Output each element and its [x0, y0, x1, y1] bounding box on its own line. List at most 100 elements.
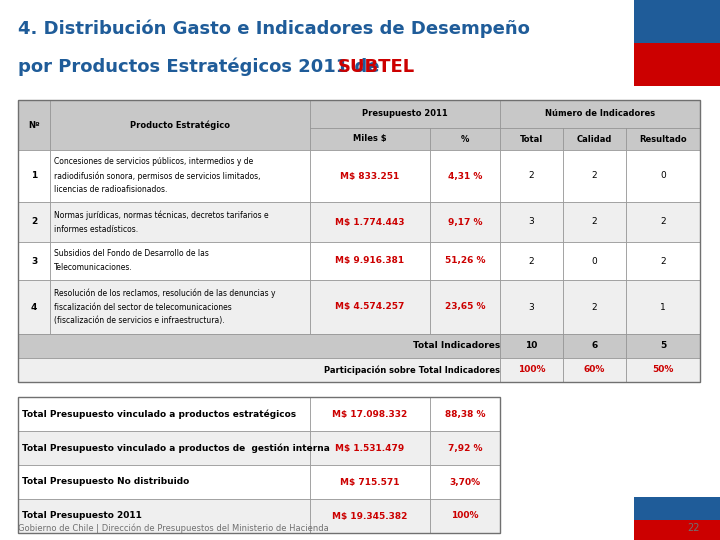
Bar	[310, 242, 430, 280]
Text: informes estadísticos.: informes estadísticos.	[54, 225, 138, 233]
Bar	[500, 100, 700, 128]
Text: Gobierno de Chile | Dirección de Presupuestos del Ministerio de Hacienda: Gobierno de Chile | Dirección de Presupu…	[18, 523, 329, 533]
Text: 100%: 100%	[451, 511, 479, 521]
Text: %: %	[461, 134, 469, 144]
Bar	[18, 499, 310, 533]
Text: 1: 1	[660, 302, 666, 312]
Text: M$ 1.774.443: M$ 1.774.443	[336, 218, 405, 226]
Bar	[50, 150, 310, 202]
Bar	[500, 242, 563, 280]
Bar	[18, 100, 700, 382]
Bar	[18, 397, 310, 431]
Text: 9,17 %: 9,17 %	[448, 218, 482, 226]
Bar	[18, 431, 310, 465]
Bar	[563, 280, 626, 334]
Text: 50%: 50%	[652, 366, 674, 375]
Text: Total Presupuesto vinculado a productos de  gestión interna: Total Presupuesto vinculado a productos …	[22, 443, 330, 453]
Text: Total: Total	[520, 134, 543, 144]
Text: M$ 833.251: M$ 833.251	[341, 172, 400, 180]
Text: por Productos Estratégicos 2011 de: por Productos Estratégicos 2011 de	[18, 58, 386, 77]
Bar	[430, 397, 500, 431]
Bar	[500, 334, 563, 358]
Text: 3: 3	[31, 256, 37, 266]
Text: 2: 2	[592, 302, 598, 312]
Text: 10: 10	[526, 341, 538, 350]
Bar	[563, 334, 626, 358]
Text: Subsidios del Fondo de Desarrollo de las: Subsidios del Fondo de Desarrollo de las	[54, 249, 209, 259]
Bar	[310, 128, 430, 150]
Bar	[626, 280, 700, 334]
Bar	[634, 497, 720, 520]
Text: 5: 5	[660, 341, 666, 350]
Bar	[626, 334, 700, 358]
Text: radiodifusión sonora, permisos de servicios limitados,: radiodifusión sonora, permisos de servic…	[54, 171, 261, 181]
Bar	[310, 397, 430, 431]
Text: 3: 3	[528, 218, 534, 226]
Bar	[500, 150, 563, 202]
Text: 6: 6	[591, 341, 598, 350]
Text: 2: 2	[528, 256, 534, 266]
Text: 22: 22	[688, 523, 700, 533]
Bar	[500, 128, 563, 150]
Bar	[626, 128, 700, 150]
Text: 2: 2	[660, 256, 666, 266]
Bar	[563, 242, 626, 280]
Text: 100%: 100%	[518, 366, 545, 375]
Bar	[50, 242, 310, 280]
Text: Número de Indicadores: Número de Indicadores	[545, 110, 655, 118]
Bar	[310, 431, 430, 465]
Bar	[626, 242, 700, 280]
Bar	[310, 280, 430, 334]
Bar	[500, 358, 563, 382]
Text: fiscalización del sector de telecomunicaciones: fiscalización del sector de telecomunica…	[54, 302, 232, 312]
Bar	[18, 242, 50, 280]
Text: 4: 4	[31, 302, 37, 312]
Text: Participación sobre Total Indicadores: Participación sobre Total Indicadores	[324, 365, 500, 375]
Bar	[430, 431, 500, 465]
Bar	[634, 0, 720, 43]
Bar	[310, 100, 500, 128]
Text: Nº: Nº	[28, 120, 40, 130]
Text: M$ 9.916.381: M$ 9.916.381	[336, 256, 405, 266]
Text: 88,38 %: 88,38 %	[445, 409, 485, 418]
Text: 23,65 %: 23,65 %	[445, 302, 485, 312]
Bar	[50, 202, 310, 242]
Bar	[430, 465, 500, 499]
Text: 1: 1	[31, 172, 37, 180]
Bar	[626, 150, 700, 202]
Bar	[563, 128, 626, 150]
Bar	[18, 100, 50, 150]
Text: 60%: 60%	[584, 366, 606, 375]
Bar	[50, 100, 310, 150]
Text: 3,70%: 3,70%	[449, 477, 480, 487]
Bar	[310, 202, 430, 242]
Text: M$ 19.345.382: M$ 19.345.382	[333, 511, 408, 521]
Bar	[430, 202, 500, 242]
Text: 2: 2	[31, 218, 37, 226]
Bar	[430, 242, 500, 280]
Text: SUBTEL: SUBTEL	[338, 58, 415, 76]
Text: 2: 2	[528, 172, 534, 180]
Text: 2: 2	[592, 218, 598, 226]
Text: Total Presupuesto 2011: Total Presupuesto 2011	[22, 511, 142, 521]
Bar	[310, 499, 430, 533]
Bar	[626, 358, 700, 382]
Text: (fiscalización de servicios e infraestructura).: (fiscalización de servicios e infraestru…	[54, 316, 225, 326]
Bar	[500, 202, 563, 242]
Bar	[50, 280, 310, 334]
Text: Total Indicadores: Total Indicadores	[413, 341, 500, 350]
Bar	[18, 150, 50, 202]
Bar	[18, 280, 50, 334]
Text: licencias de radioafisionados.: licencias de radioafisionados.	[54, 186, 167, 194]
Text: Concesiones de servicios públicos, intermedios y de: Concesiones de servicios públicos, inter…	[54, 158, 253, 166]
Text: 51,26 %: 51,26 %	[445, 256, 485, 266]
Bar	[563, 202, 626, 242]
Text: Presupuesto 2011: Presupuesto 2011	[362, 110, 448, 118]
Bar	[500, 280, 563, 334]
Bar	[430, 499, 500, 533]
Bar	[430, 150, 500, 202]
Bar	[430, 128, 500, 150]
Text: M$ 4.574.257: M$ 4.574.257	[336, 302, 405, 312]
Bar	[563, 358, 626, 382]
Text: 0: 0	[592, 256, 598, 266]
